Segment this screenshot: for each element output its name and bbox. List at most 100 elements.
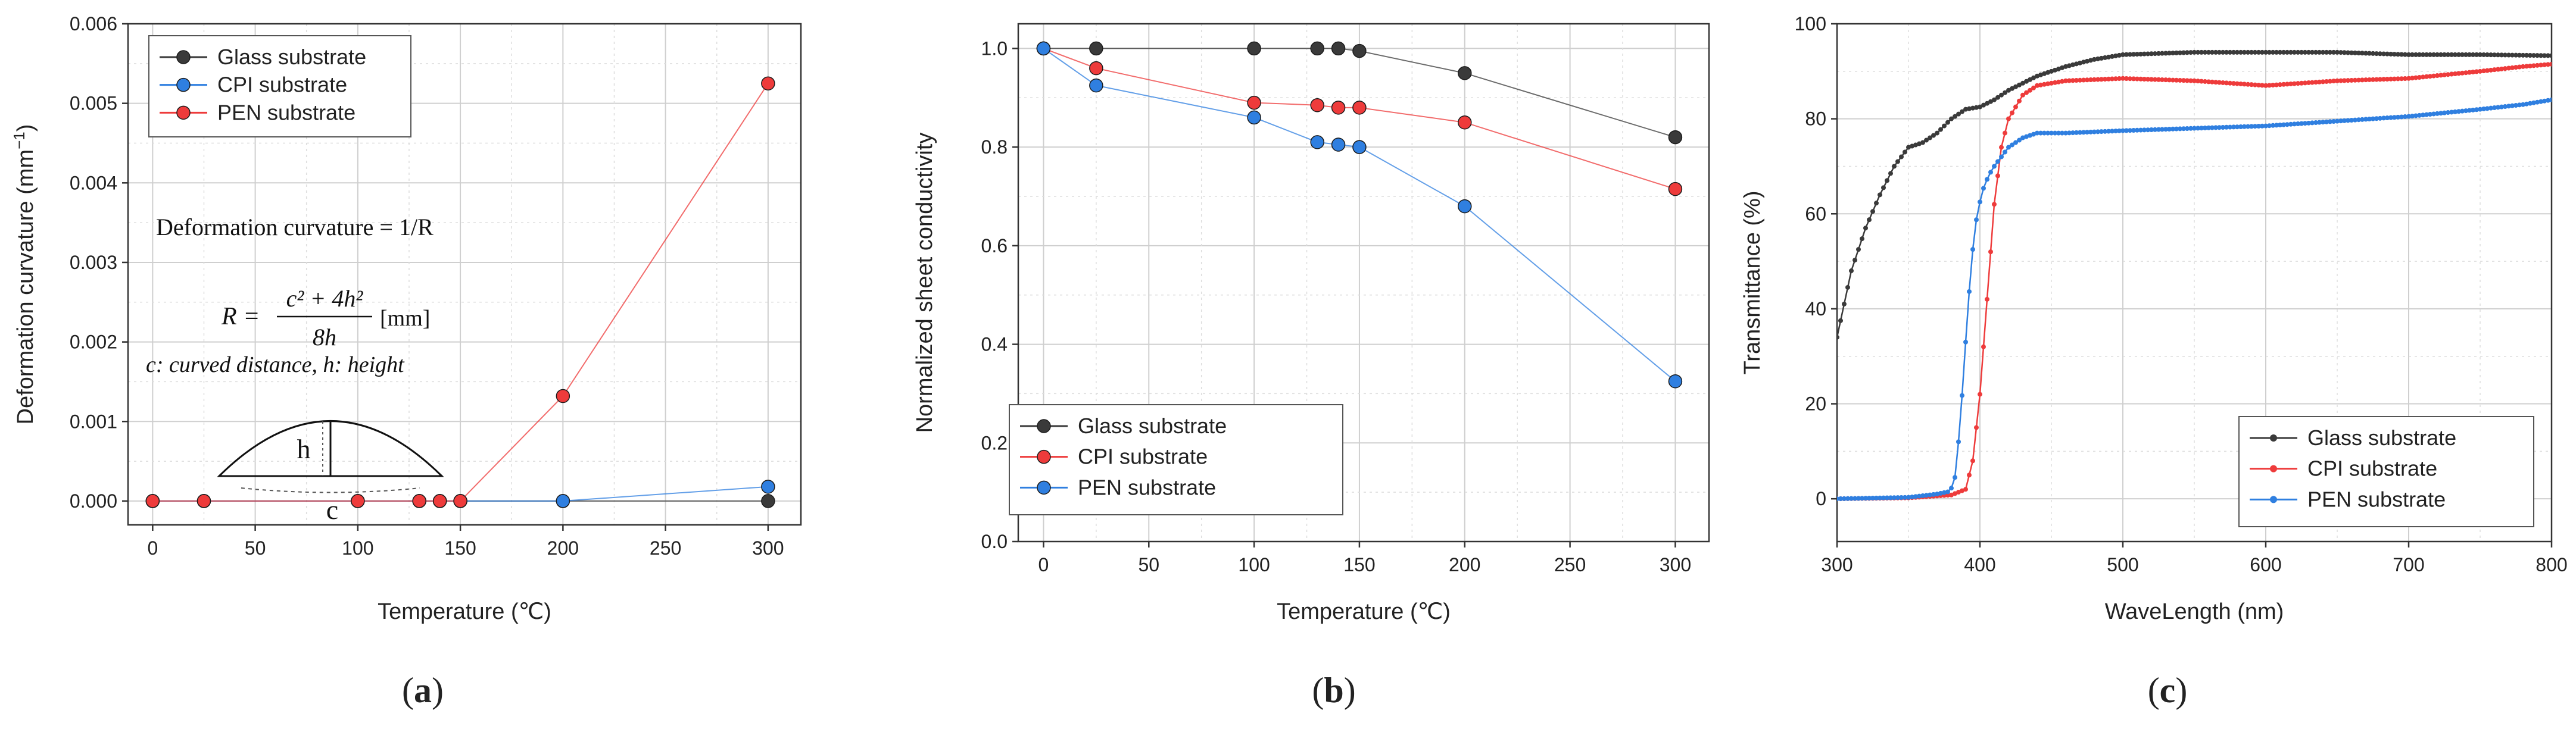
data-point bbox=[1458, 66, 1472, 80]
legend-marker bbox=[1037, 419, 1051, 433]
data-point bbox=[1974, 425, 1979, 430]
data-point bbox=[2428, 52, 2432, 57]
data-point bbox=[2392, 52, 2397, 57]
y-tick-label: 0.001 bbox=[70, 411, 117, 432]
data-point bbox=[2167, 126, 2172, 132]
data-point bbox=[2349, 77, 2354, 83]
data-point bbox=[2246, 49, 2250, 55]
data-point bbox=[2524, 52, 2529, 58]
data-point bbox=[1878, 192, 1882, 198]
data-point bbox=[2438, 111, 2443, 116]
panel-label-open: ( bbox=[2148, 671, 2160, 710]
data-point bbox=[2010, 110, 2014, 115]
data-point bbox=[2263, 49, 2268, 55]
data-point bbox=[2303, 121, 2307, 126]
data-point bbox=[1956, 439, 1961, 445]
data-point bbox=[2124, 76, 2129, 81]
data-point bbox=[2167, 77, 2172, 83]
x-tick-label: 300 bbox=[1660, 554, 1691, 575]
data-point bbox=[2053, 130, 2057, 136]
data-point bbox=[1988, 249, 1993, 255]
data-point bbox=[1352, 101, 1367, 115]
data-point bbox=[1963, 487, 1968, 492]
data-point bbox=[2446, 52, 2450, 57]
data-point bbox=[2049, 80, 2054, 86]
y-tick-label: 0.002 bbox=[70, 331, 117, 353]
data-point bbox=[2363, 77, 2368, 83]
data-point bbox=[2278, 49, 2282, 55]
data-point bbox=[2288, 121, 2293, 127]
data-point bbox=[2531, 53, 2536, 58]
data-point bbox=[1949, 492, 1954, 498]
data-point bbox=[2271, 82, 2275, 87]
data-point bbox=[2299, 121, 2304, 126]
data-point bbox=[2485, 106, 2490, 111]
data-point bbox=[2249, 124, 2254, 129]
data-point bbox=[1956, 111, 1961, 117]
plot-frame bbox=[1836, 23, 2553, 543]
height-label: h bbox=[297, 434, 311, 464]
data-point bbox=[1924, 493, 1929, 498]
data-point bbox=[2467, 108, 2472, 113]
data-point bbox=[2374, 116, 2379, 121]
data-point bbox=[2406, 76, 2411, 81]
data-point bbox=[2120, 52, 2125, 57]
data-point bbox=[2517, 64, 2522, 70]
data-point bbox=[2188, 50, 2193, 55]
panel-label-letter: c bbox=[2160, 671, 2176, 710]
data-point bbox=[2410, 76, 2415, 81]
data-point bbox=[2153, 51, 2157, 57]
data-point bbox=[2463, 108, 2468, 114]
y-axis-label: Normalized sheet conductivity bbox=[912, 133, 937, 433]
data-point bbox=[2017, 98, 2022, 104]
data-point bbox=[2381, 51, 2386, 57]
panel-label-close: ) bbox=[1344, 671, 1356, 710]
data-point bbox=[2042, 71, 2047, 76]
data-point bbox=[1992, 164, 1997, 169]
x-tick-label: 600 bbox=[2250, 554, 2281, 575]
data-point bbox=[1853, 258, 1857, 263]
data-point bbox=[2246, 82, 2250, 87]
data-point bbox=[2299, 80, 2304, 86]
data-point bbox=[2463, 52, 2468, 57]
data-point bbox=[2056, 66, 2061, 71]
data-point bbox=[2181, 50, 2186, 55]
legend-marker bbox=[1037, 480, 1051, 495]
data-point bbox=[2471, 70, 2475, 75]
data-point bbox=[2070, 130, 2075, 136]
data-point bbox=[2174, 126, 2179, 132]
data-point bbox=[2024, 90, 2029, 95]
plot-frame bbox=[1017, 23, 1710, 543]
curved-distance-dashed bbox=[241, 487, 420, 493]
data-point bbox=[2449, 109, 2454, 115]
data-point bbox=[2228, 124, 2232, 130]
data-point bbox=[2217, 80, 2222, 85]
data-point bbox=[2274, 49, 2279, 55]
legend-label: Glass substrate bbox=[217, 45, 366, 69]
x-axis-label: Temperature (℃) bbox=[378, 599, 551, 624]
data-point bbox=[2388, 115, 2393, 120]
data-point bbox=[1892, 164, 1897, 169]
data-point bbox=[2178, 50, 2182, 55]
data-point bbox=[2271, 123, 2275, 128]
data-point bbox=[1885, 495, 1889, 500]
data-point bbox=[2353, 77, 2357, 83]
data-point bbox=[2181, 78, 2186, 83]
data-point bbox=[1988, 170, 1993, 175]
data-point bbox=[2103, 55, 2107, 60]
data-point bbox=[2292, 81, 2297, 86]
data-point bbox=[2006, 116, 2011, 121]
data-point bbox=[412, 494, 426, 508]
data-point bbox=[2428, 112, 2432, 117]
data-point bbox=[2203, 79, 2207, 84]
data-point bbox=[2088, 58, 2093, 63]
data-point bbox=[2460, 108, 2465, 114]
data-point bbox=[1874, 201, 1879, 206]
data-point bbox=[2085, 130, 2090, 135]
data-point bbox=[2203, 49, 2207, 55]
y-tick-label: 0.004 bbox=[70, 172, 117, 193]
data-point bbox=[2063, 78, 2068, 83]
data-point bbox=[2435, 52, 2440, 57]
data-point bbox=[2467, 52, 2472, 57]
data-point bbox=[2281, 122, 2286, 127]
